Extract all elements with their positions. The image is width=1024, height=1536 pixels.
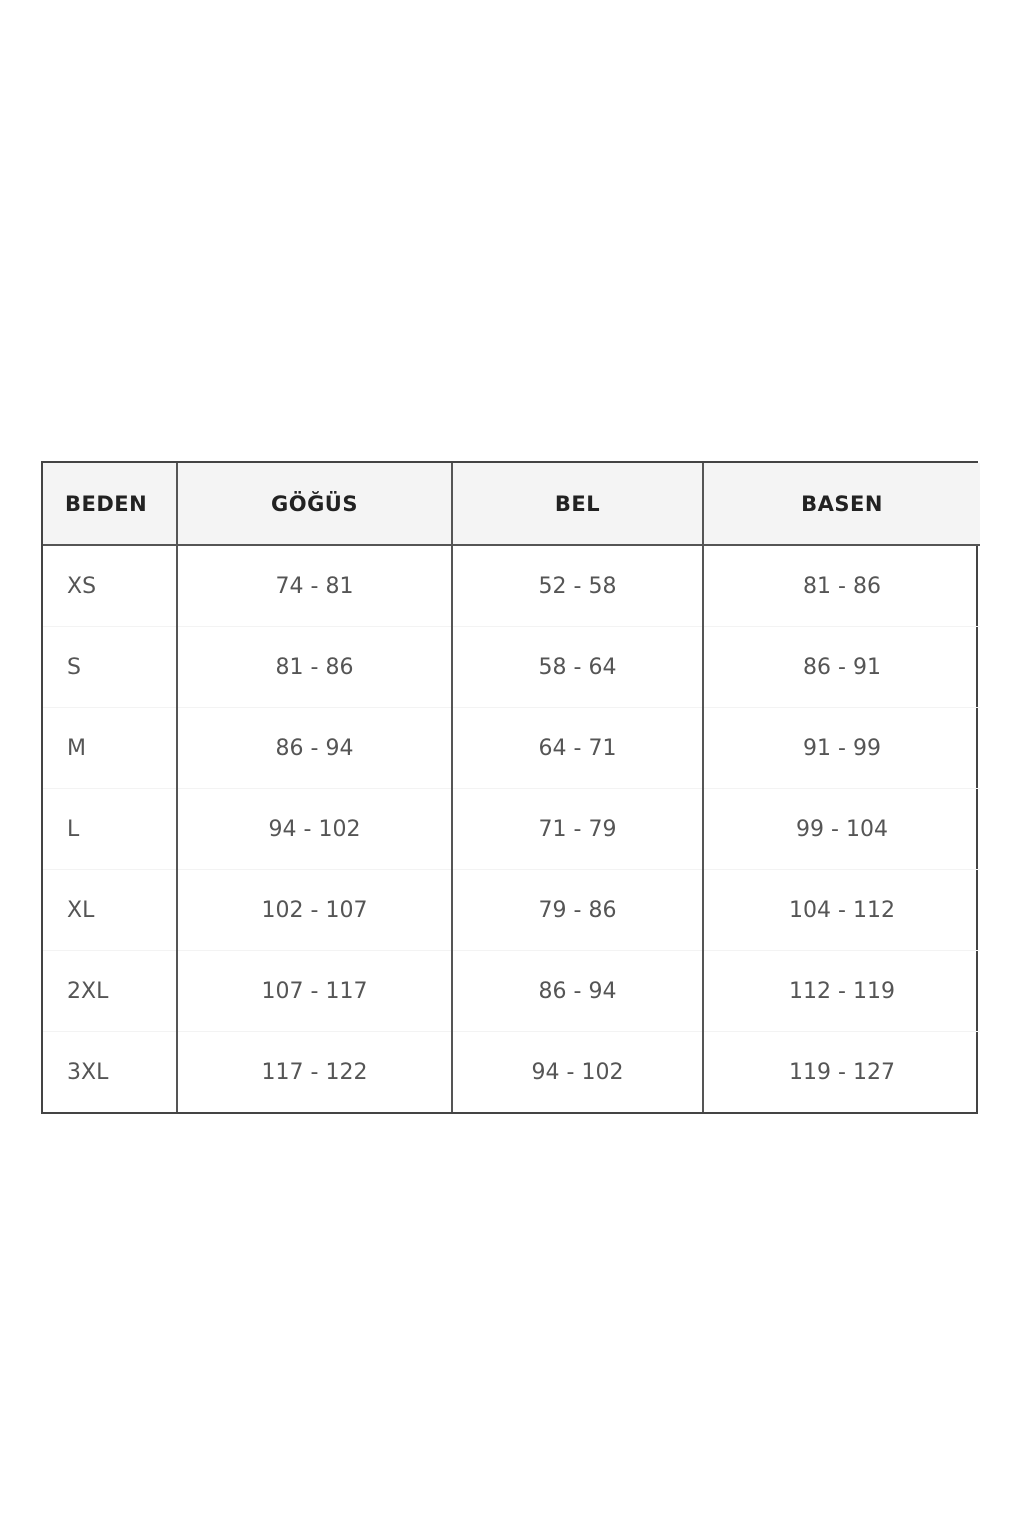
table-row: XS 74 - 81 52 - 58 81 - 86 [43,545,980,627]
table-row: L 94 - 102 71 - 79 99 - 104 [43,788,980,870]
cell-size: XS [43,545,177,627]
cell-gogus: 102 - 107 [176,869,452,951]
cell-basen: 104 - 112 [702,869,980,951]
cell-bel: 58 - 64 [451,626,703,708]
cell-bel: 64 - 71 [451,707,703,789]
cell-size: L [43,788,177,870]
cell-gogus: 86 - 94 [176,707,452,789]
cell-basen: 81 - 86 [702,545,980,627]
cell-size: XL [43,869,177,951]
cell-bel: 71 - 79 [451,788,703,870]
cell-basen: 99 - 104 [702,788,980,870]
cell-basen: 91 - 99 [702,707,980,789]
table-row: M 86 - 94 64 - 71 91 - 99 [43,707,980,789]
header-basen: BASEN [702,463,980,546]
header-beden: BEDEN [43,463,177,546]
header-row: BEDEN GÖĞÜS BEL BASEN [43,463,980,546]
cell-basen: 119 - 127 [702,1031,980,1112]
header-bel: BEL [451,463,703,546]
cell-bel: 86 - 94 [451,950,703,1032]
cell-bel: 52 - 58 [451,545,703,627]
cell-size: M [43,707,177,789]
table-row: XL 102 - 107 79 - 86 104 - 112 [43,869,980,951]
cell-size: S [43,626,177,708]
cell-size: 2XL [43,950,177,1032]
table-row: 3XL 117 - 122 94 - 102 119 - 127 [43,1031,980,1112]
table-row: 2XL 107 - 117 86 - 94 112 - 119 [43,950,980,1032]
cell-gogus: 94 - 102 [176,788,452,870]
size-chart-table: BEDEN GÖĞÜS BEL BASEN XS 74 - 81 52 - 58 81… [41,461,980,1114]
header-gogus: GÖĞÜS [176,463,452,546]
cell-gogus: 107 - 117 [176,950,452,1032]
cell-bel: 94 - 102 [451,1031,703,1112]
cell-gogus: 117 - 122 [176,1031,452,1112]
cell-basen: 112 - 119 [702,950,980,1032]
cell-size: 3XL [67,1059,109,1085]
cell-gogus: 81 - 86 [176,626,452,708]
table-row: S 81 - 86 58 - 64 86 - 91 [43,626,980,708]
cell-bel: 79 - 86 [451,869,703,951]
cell-basen: 86 - 91 [702,626,980,708]
cell-gogus: 74 - 81 [176,545,452,627]
